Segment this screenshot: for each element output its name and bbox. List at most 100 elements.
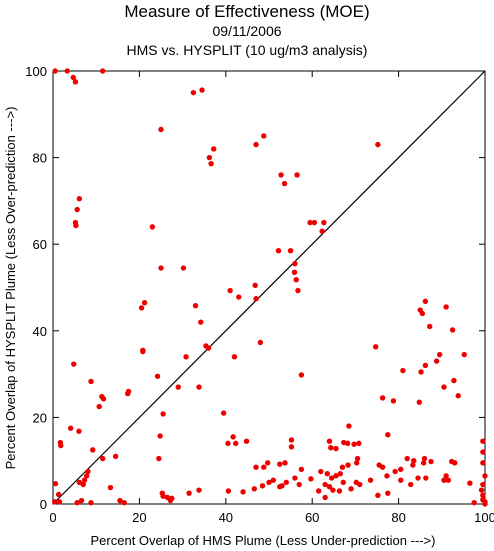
data-point <box>296 481 302 488</box>
data-point <box>351 441 357 447</box>
x-tick-label: 40 <box>219 510 233 525</box>
data-point <box>416 399 423 405</box>
data-point <box>70 74 77 81</box>
data-point <box>379 464 386 470</box>
data-point <box>422 362 429 369</box>
data-point <box>291 269 298 276</box>
x-tick-label: 100 <box>474 510 494 525</box>
data-point <box>404 455 410 462</box>
data-point <box>336 488 343 494</box>
data-point <box>318 468 324 475</box>
data-point <box>52 68 58 74</box>
data-point <box>225 440 231 447</box>
data-point <box>251 486 258 492</box>
y-axis-ticks: 0 20 40 60 80 100 <box>25 64 485 512</box>
data-point <box>422 298 429 305</box>
data-point <box>180 265 187 271</box>
x-tick-label: 60 <box>305 510 319 525</box>
data-point <box>344 440 351 447</box>
data-point <box>100 396 107 402</box>
data-point <box>298 372 305 378</box>
data-point <box>292 260 298 267</box>
data-point <box>340 479 347 486</box>
data-point <box>420 460 427 466</box>
data-point <box>333 445 339 452</box>
data-point <box>298 466 305 473</box>
data-point <box>71 361 77 367</box>
data-point <box>186 490 192 496</box>
data-point <box>278 172 284 178</box>
data-point <box>328 445 334 451</box>
data-point <box>198 319 204 325</box>
data-point <box>322 494 328 501</box>
data-point <box>356 440 362 447</box>
data-point <box>307 219 313 226</box>
data-point <box>227 287 233 294</box>
data-point <box>455 393 461 399</box>
data-point <box>311 219 318 226</box>
data-point <box>346 423 352 429</box>
data-point <box>231 354 238 360</box>
data-point <box>76 196 83 202</box>
data-point <box>328 475 335 481</box>
data-point <box>410 462 416 468</box>
data-point <box>81 477 88 483</box>
data-point <box>78 497 85 504</box>
data-point <box>339 464 346 470</box>
data-point <box>354 455 361 462</box>
data-point <box>415 475 421 481</box>
x-tick-label: 0 <box>49 510 56 525</box>
data-point <box>107 484 114 491</box>
data-point <box>154 373 161 379</box>
plot-area <box>52 70 486 505</box>
y-tick-label: 100 <box>25 64 47 79</box>
data-point <box>294 172 300 178</box>
data-point <box>206 154 213 161</box>
data-point <box>295 287 301 294</box>
data-point <box>149 224 156 230</box>
x-axis-ticks: 0 20 40 60 80 100 <box>49 71 494 525</box>
chart-title: Measure of Effectiveness (MOE) <box>124 2 370 21</box>
data-point <box>423 475 429 481</box>
data-point <box>52 499 58 505</box>
data-point <box>56 499 63 505</box>
data-point <box>196 487 202 493</box>
data-point <box>270 477 277 483</box>
data-point <box>375 141 381 148</box>
data-point <box>74 500 80 506</box>
data-point <box>233 440 239 447</box>
data-point <box>326 438 333 444</box>
data-point <box>482 501 488 507</box>
y-axis-label: Percent Overlap of HYSPLIT Plume (Less O… <box>3 107 18 470</box>
data-point <box>482 473 488 479</box>
data-point <box>85 468 91 475</box>
data-point <box>199 87 205 93</box>
data-point <box>292 475 298 481</box>
data-point <box>157 433 163 439</box>
data-point <box>277 461 283 467</box>
data-point <box>443 304 449 310</box>
data-point <box>367 477 374 483</box>
data-point <box>288 437 295 443</box>
data-point <box>156 455 162 462</box>
data-point <box>76 428 82 434</box>
data-point <box>480 481 486 488</box>
data-point <box>73 222 79 229</box>
reference-diagonal-line <box>52 70 486 505</box>
data-point <box>277 483 283 490</box>
data-point <box>445 477 451 483</box>
data-point <box>449 327 456 333</box>
data-point <box>117 497 123 504</box>
data-point <box>287 247 294 254</box>
data-point <box>419 310 426 317</box>
data-point <box>88 378 94 385</box>
data-point <box>353 460 360 466</box>
data-point <box>333 473 339 479</box>
data-point <box>392 468 398 475</box>
y-tick-label: 40 <box>33 324 47 339</box>
data-point <box>428 458 434 465</box>
data-point <box>384 473 390 479</box>
data-point <box>99 455 106 462</box>
